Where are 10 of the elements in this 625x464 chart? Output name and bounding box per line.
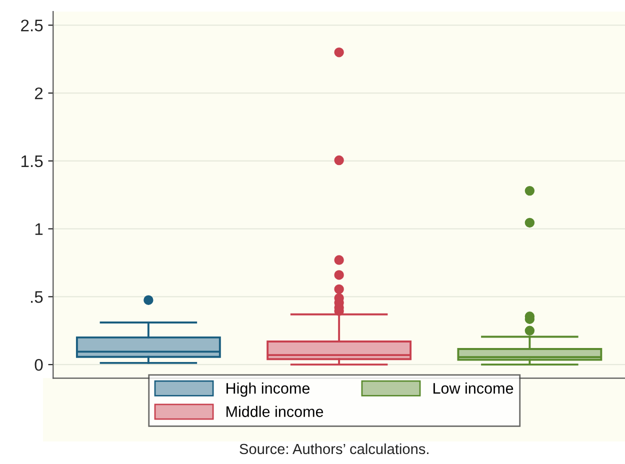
- source-note: Source: Authors’ calculations.: [240, 443, 428, 454]
- y-tick-label: 2.5: [21, 20, 43, 32]
- legend-label: Middle income: [226, 406, 324, 418]
- y-tick-label: 1: [35, 223, 43, 235]
- y-tick-label: 0: [34, 358, 43, 371]
- y-tick-label: 1.5: [22, 156, 43, 168]
- y-tick-label: .5: [31, 291, 43, 303]
- legend-label: High income: [226, 382, 310, 397]
- legend-label: Low income: [433, 382, 514, 394]
- y-tick-label: 2: [34, 87, 43, 100]
